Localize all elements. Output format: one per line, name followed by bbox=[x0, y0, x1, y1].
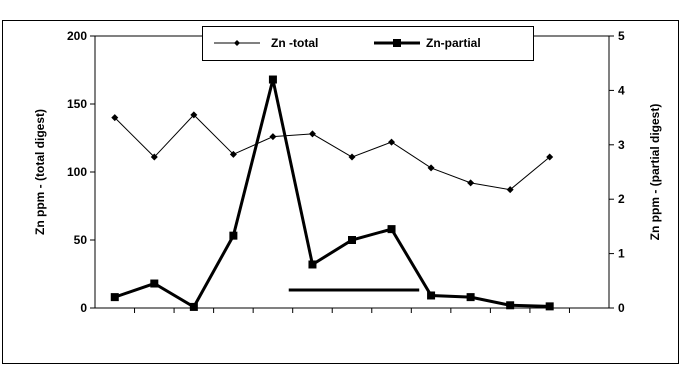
zn-total-point bbox=[229, 150, 237, 158]
legend-total-diamond-icon bbox=[234, 40, 240, 46]
legend-partial-label: Zn-partial bbox=[426, 36, 481, 50]
series-zn-total bbox=[111, 111, 554, 194]
zn-total-point bbox=[546, 153, 554, 161]
left-tick-label: 50 bbox=[74, 233, 88, 247]
left-tick-label: 0 bbox=[80, 301, 87, 315]
right-tick-label: 1 bbox=[618, 247, 625, 261]
zn-partial-point bbox=[308, 260, 317, 269]
right-axis-ticks: 0 1 2 3 4 5 bbox=[609, 29, 625, 315]
zn-partial-point bbox=[348, 236, 356, 244]
x-axis-ticks bbox=[134, 308, 570, 313]
zn-partial-point bbox=[110, 293, 119, 302]
zn-total-point bbox=[111, 114, 119, 122]
right-tick-label: 5 bbox=[618, 29, 625, 43]
zn-partial-point bbox=[189, 302, 198, 311]
zn-total-point bbox=[190, 111, 198, 119]
zn-total-point bbox=[308, 130, 316, 138]
legend-partial-square-icon bbox=[393, 39, 401, 47]
chart-outer-border bbox=[2, 20, 679, 364]
zn-total-point bbox=[348, 153, 356, 161]
legend-total-label: Zn -total bbox=[271, 36, 318, 50]
zn-partial-point bbox=[268, 75, 277, 84]
zn-partial-point bbox=[466, 293, 475, 302]
zn-partial-point bbox=[545, 302, 554, 311]
zn-total-point bbox=[150, 153, 158, 161]
right-tick-label: 3 bbox=[618, 138, 625, 152]
zn-partial-point bbox=[150, 279, 159, 288]
right-tick-label: 2 bbox=[618, 192, 625, 206]
zn-partial-line bbox=[114, 79, 550, 309]
right-tick-label: 4 bbox=[618, 83, 625, 97]
zn-total-point bbox=[388, 138, 396, 146]
zn-total-point bbox=[269, 133, 277, 141]
zn-partial-point bbox=[229, 231, 238, 240]
zn-total-line bbox=[114, 114, 551, 191]
zn-total-point bbox=[467, 179, 475, 187]
left-tick-label: 200 bbox=[67, 29, 87, 43]
series-zn-partial bbox=[110, 75, 554, 311]
left-tick-label: 150 bbox=[67, 97, 87, 111]
left-tick-label: 100 bbox=[67, 165, 87, 179]
left-axis-label: Zn ppm - (total digest) bbox=[33, 109, 47, 235]
left-axis-ticks: 0 50 100 150 200 bbox=[67, 29, 95, 315]
right-axis-label: Zn ppm - (partial digest) bbox=[648, 104, 662, 241]
zn-total-point bbox=[506, 186, 514, 194]
right-tick-label: 0 bbox=[618, 301, 625, 315]
zn-total-point bbox=[427, 164, 435, 172]
legend: Zn -total Zn-partial bbox=[202, 26, 534, 61]
zn-partial-point bbox=[427, 291, 436, 300]
zn-partial-point bbox=[506, 301, 515, 310]
zn-partial-point bbox=[387, 225, 396, 234]
